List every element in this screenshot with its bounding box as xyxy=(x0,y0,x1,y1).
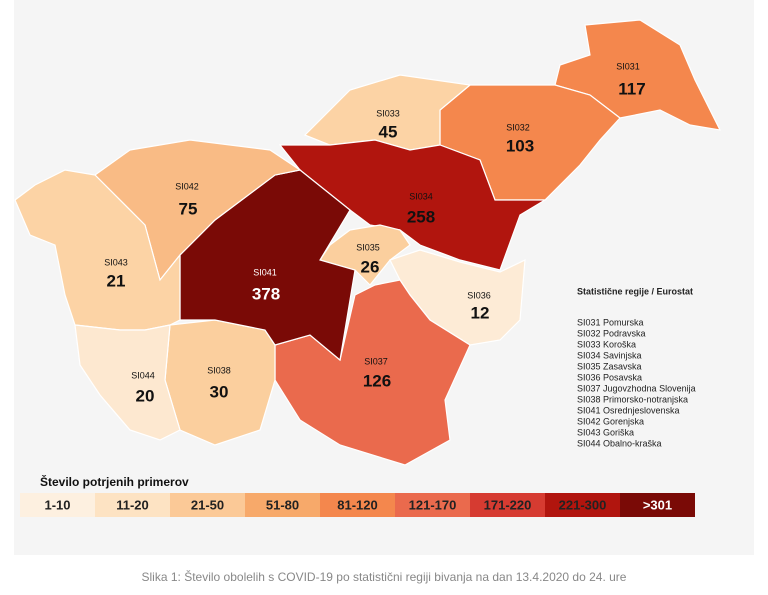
legend-label: 81-120 xyxy=(337,497,377,512)
list-item: SI032 Podravska xyxy=(577,328,646,338)
list-item: SI041 Osrednjeslovenska xyxy=(577,405,680,415)
caption: Slika 1: Število obolelih s COVID-19 po … xyxy=(142,569,627,584)
region-code: SI035 xyxy=(356,242,380,252)
region xyxy=(278,139,548,271)
region-value: 26 xyxy=(361,257,380,276)
legend-label: 221-300 xyxy=(559,497,607,512)
legend-swatch xyxy=(170,493,245,517)
legend-label: 11-20 xyxy=(116,497,149,512)
region-value: 20 xyxy=(136,386,155,405)
region-code: SI043 xyxy=(104,257,128,267)
region-code: SI033 xyxy=(376,108,400,118)
legend-label: 51-80 xyxy=(266,497,299,512)
legend-label: 121-170 xyxy=(409,497,457,512)
region-value: 258 xyxy=(407,207,435,226)
region xyxy=(74,324,181,441)
list-item: SI033 Koroška xyxy=(577,339,636,349)
region xyxy=(274,279,471,466)
region-value: 378 xyxy=(252,284,280,303)
region-value: 45 xyxy=(379,122,398,141)
region-value: 21 xyxy=(107,271,126,290)
list-item: SI031 Pomurska xyxy=(577,317,644,327)
legend-swatch xyxy=(95,493,170,517)
region-code: SI032 xyxy=(506,122,530,132)
legend-label: >301 xyxy=(643,497,672,512)
legend-swatch xyxy=(20,493,95,517)
region-code: SI036 xyxy=(467,290,491,300)
region-value: 126 xyxy=(363,371,391,390)
region-code: SI037 xyxy=(364,356,388,366)
region-value: 12 xyxy=(471,303,490,322)
legend-swatch xyxy=(245,493,320,517)
region-code: SI041 xyxy=(253,267,277,277)
legend-swatch xyxy=(470,493,545,517)
region xyxy=(554,19,722,131)
legend-label: 21-50 xyxy=(191,497,224,512)
legend-swatch xyxy=(395,493,470,517)
list-item: SI036 Posavska xyxy=(577,372,642,382)
list-item: SI038 Primorsko-notranjska xyxy=(577,394,688,404)
legend-label: 1-10 xyxy=(44,497,70,512)
region-code: SI042 xyxy=(175,181,199,191)
legend-title: Število potrjenih primerov xyxy=(40,474,189,489)
region-value: 30 xyxy=(210,382,229,401)
list-item: SI042 Gorenjska xyxy=(577,416,644,426)
region xyxy=(14,169,181,331)
legend-swatch xyxy=(620,493,695,517)
list-item: SI044 Obalno-kraška xyxy=(577,438,662,448)
region-code: SI038 xyxy=(207,365,231,375)
legend-label: 171-220 xyxy=(484,497,532,512)
region-value: 75 xyxy=(179,199,198,218)
region-value: 117 xyxy=(618,79,645,98)
region-code: SI031 xyxy=(616,61,640,71)
list-item: SI037 Jugovzhodna Slovenija xyxy=(577,383,696,393)
region-value: 103 xyxy=(506,136,534,155)
region-code: SI034 xyxy=(409,191,433,201)
list-item: SI043 Goriška xyxy=(577,427,634,437)
legend-swatch xyxy=(320,493,395,517)
legend-swatch xyxy=(545,493,620,517)
list-item: SI034 Savinjska xyxy=(577,350,642,360)
list-title: Statistične regije / Eurostat xyxy=(577,286,693,296)
list-item: SI035 Zasavska xyxy=(577,361,642,371)
region-code: SI044 xyxy=(131,370,155,380)
